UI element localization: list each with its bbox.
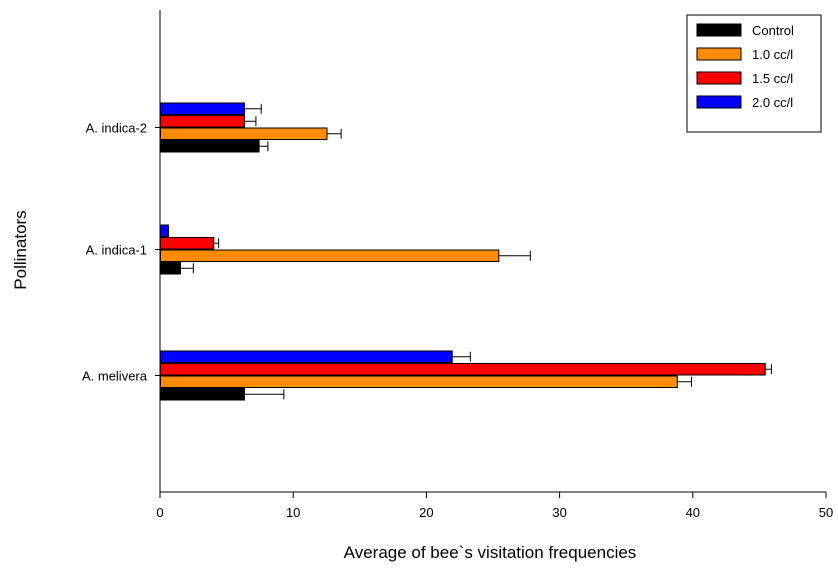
y-tick-label: A. melivera bbox=[82, 369, 148, 384]
y-axis-title: Pollinators bbox=[11, 210, 30, 289]
legend: Control 1.0 cc/l 1.5 cc/l 2.0 cc/l bbox=[686, 14, 822, 133]
legend-swatch bbox=[696, 95, 742, 109]
axes: A. melivera A. indica-1 A. indica-2 0 10 20 30… bbox=[82, 10, 833, 520]
x-axis-title: Average of bee`s visitation frequencies bbox=[344, 543, 637, 562]
bar-2-0-cc-l-a-indica-1 bbox=[160, 224, 169, 237]
x-tick-label: 0 bbox=[156, 505, 163, 520]
bar-2-0-cc-l-a-melivera bbox=[160, 350, 453, 363]
legend-swatch bbox=[696, 71, 742, 85]
bar-1-0-cc-l-a-indica-1 bbox=[160, 249, 500, 262]
bar-control-a-indica-1 bbox=[160, 262, 181, 275]
x-tick-label: 20 bbox=[419, 505, 433, 520]
bar-1-0-cc-l-a-melivera bbox=[160, 375, 678, 388]
legend-label: 1.5 cc/l bbox=[752, 71, 793, 86]
x-tick-label: 50 bbox=[819, 505, 833, 520]
bar-control-a-indica-2 bbox=[160, 140, 260, 153]
legend-label: 2.0 cc/l bbox=[752, 95, 793, 110]
y-tick-label: A. indica-2 bbox=[86, 121, 147, 136]
x-tick-label: 30 bbox=[552, 505, 566, 520]
x-tick-label: 10 bbox=[286, 505, 300, 520]
bar-2-0-cc-l-a-indica-2 bbox=[160, 102, 245, 115]
bar-1-5-cc-l-a-melivera bbox=[160, 363, 766, 376]
bar-control-a-melivera bbox=[160, 388, 245, 401]
legend-label: 1.0 cc/l bbox=[752, 47, 793, 62]
y-tick-label: A. indica-1 bbox=[86, 243, 147, 258]
x-tick-label: 40 bbox=[686, 505, 700, 520]
legend-label: Control bbox=[752, 23, 794, 38]
bar-1-5-cc-l-a-indica-2 bbox=[160, 115, 245, 128]
plot-area bbox=[160, 102, 772, 401]
legend-swatch bbox=[696, 23, 742, 37]
bar-1-0-cc-l-a-indica-2 bbox=[160, 127, 328, 140]
bar-1-5-cc-l-a-indica-1 bbox=[160, 237, 215, 250]
legend-swatch bbox=[696, 47, 742, 61]
